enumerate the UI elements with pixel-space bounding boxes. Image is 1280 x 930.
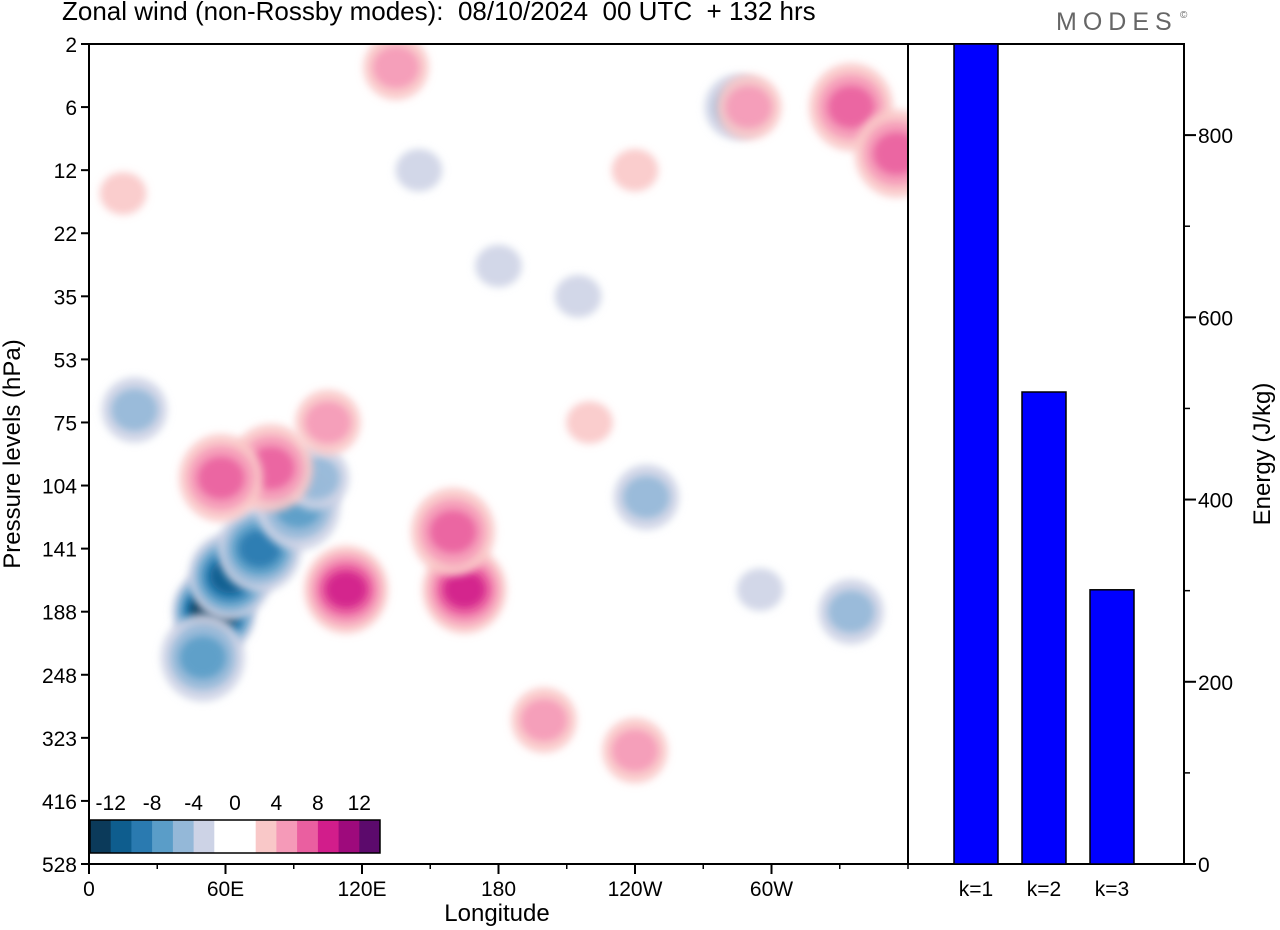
colorbar-swatch — [297, 820, 319, 853]
colorbar: -12 -8 -4 0 4 8 12 — [89, 792, 381, 854]
bar-category-label: k=2 — [1027, 878, 1061, 901]
energy-axis-label: Energy (J/kg) — [1249, 383, 1276, 526]
bar-category-label: k=1 — [959, 878, 993, 901]
colorbar-label: -8 — [143, 792, 162, 815]
colorbar-swatch — [90, 820, 112, 853]
x-tick-label: 0 — [83, 878, 95, 901]
heatmap-cell-25-1 — [99, 172, 147, 215]
colorbar-swatch — [214, 820, 236, 853]
heatmap-cell-19-3 — [429, 510, 477, 554]
y-axis-label: Pressure levels (hPa) — [0, 339, 26, 568]
heatmap-cell-22-3 — [827, 85, 875, 129]
y-tick-label: 188 — [42, 602, 77, 625]
colorbar-swatch — [172, 820, 195, 853]
colorbar-label: 12 — [348, 792, 371, 815]
colorbar-swatch — [338, 820, 360, 853]
y-tick-label: 2 — [65, 34, 77, 57]
heatmap-cell-18-4 — [443, 571, 486, 609]
chart-title: Zonal wind (non-Rossby modes): 08/10/202… — [62, 0, 816, 26]
colorbar-swatch — [276, 820, 298, 853]
colorbar-swatch — [255, 820, 277, 853]
heatmap-cell-23-3 — [873, 132, 908, 175]
y-tick-label: 6 — [65, 97, 77, 120]
colorbar-swatch — [317, 820, 340, 853]
energy-tick-label: 400 — [1198, 490, 1233, 513]
x-tick-label: 180 — [481, 878, 516, 901]
energy-y-axis: 0 200 400 600 800 — [1184, 125, 1233, 877]
colorbar-swatch — [152, 820, 174, 853]
heatmap-cell-2-4 — [238, 530, 281, 568]
heatmap-field — [99, 44, 908, 784]
colorbar-swatch — [110, 820, 132, 853]
y-tick-label: 141 — [42, 539, 77, 562]
brand-logo: MODES — [1056, 8, 1178, 36]
heatmap-cell-4-3 — [179, 636, 227, 679]
colorbar-label: 0 — [229, 792, 241, 815]
y-tick-label: 75 — [54, 412, 77, 435]
heatmap-cell-13-1 — [475, 244, 522, 288]
colorbar-label: 8 — [312, 792, 324, 815]
colorbar-frame — [89, 819, 381, 854]
colorbar-swatch — [359, 820, 381, 853]
y-tick-label: 248 — [42, 665, 77, 688]
x-tick-label: 120W — [608, 878, 663, 901]
y-tick-label: 53 — [54, 349, 77, 372]
y-tick-label: 416 — [42, 791, 77, 814]
x-tick-label: 60E — [207, 878, 244, 901]
heatmap-cell-10-1 — [395, 148, 443, 192]
heatmap-cell-12-1 — [736, 568, 784, 611]
heatmap-cell-8-2 — [827, 590, 875, 633]
x-tick-label: 120E — [337, 878, 386, 901]
heatmap-cell-9-2 — [623, 475, 670, 519]
heatmap-x-axis: 0 60E 120E 180 120W 60W — [83, 864, 909, 901]
heatmap-cell-24-2 — [725, 85, 773, 129]
heatmap-cell-27-1 — [566, 401, 613, 444]
colorbar-label: -4 — [184, 792, 203, 815]
energy-tick-label: 600 — [1198, 307, 1233, 330]
heatmap-cell-11-1 — [554, 275, 602, 318]
y-tick-label: 35 — [54, 286, 77, 309]
x-tick-label: 60W — [750, 878, 793, 901]
heatmap-cell-16-2 — [304, 401, 352, 444]
y-tick-label: 12 — [54, 160, 77, 183]
heatmap-cell-15-3 — [197, 456, 245, 500]
heatmap-cell-26-2 — [372, 46, 420, 89]
energy-bar-3 — [1089, 589, 1135, 865]
heatmap-y-axis: 2 6 12 22 35 53 75 104 141 188 248 323 416 528 — [42, 34, 89, 877]
energy-bar-2 — [1021, 391, 1067, 865]
colorbar-label: 4 — [271, 792, 283, 815]
brand-copyright-mark: © — [1180, 10, 1188, 21]
heatmap-cell-28-1 — [611, 148, 659, 192]
y-tick-label: 104 — [42, 476, 77, 499]
energy-bars: k=1 k=2 k=3 — [953, 43, 1135, 901]
energy-tick-label: 0 — [1198, 854, 1210, 877]
y-tick-label: 323 — [42, 728, 77, 751]
bar-category-label: k=3 — [1095, 878, 1129, 901]
colorbar-swatch — [235, 820, 257, 853]
colorbar-swatch — [193, 820, 215, 853]
energy-bar-1 — [953, 43, 999, 865]
heatmap-cell-17-4 — [325, 571, 368, 609]
energy-tick-label: 800 — [1198, 125, 1233, 148]
y-tick-label: 528 — [42, 854, 77, 877]
y-tick-label: 22 — [54, 223, 77, 246]
x-axis-label: Longitude — [444, 900, 549, 927]
energy-tick-label: 200 — [1198, 672, 1233, 695]
colorbar-swatch — [131, 820, 153, 853]
colorbar-label: -12 — [96, 792, 126, 815]
heatmap-cell-20-2 — [520, 698, 568, 742]
heatmap-cell-21-2 — [611, 729, 659, 772]
heatmap-cell-6-2 — [111, 388, 158, 432]
